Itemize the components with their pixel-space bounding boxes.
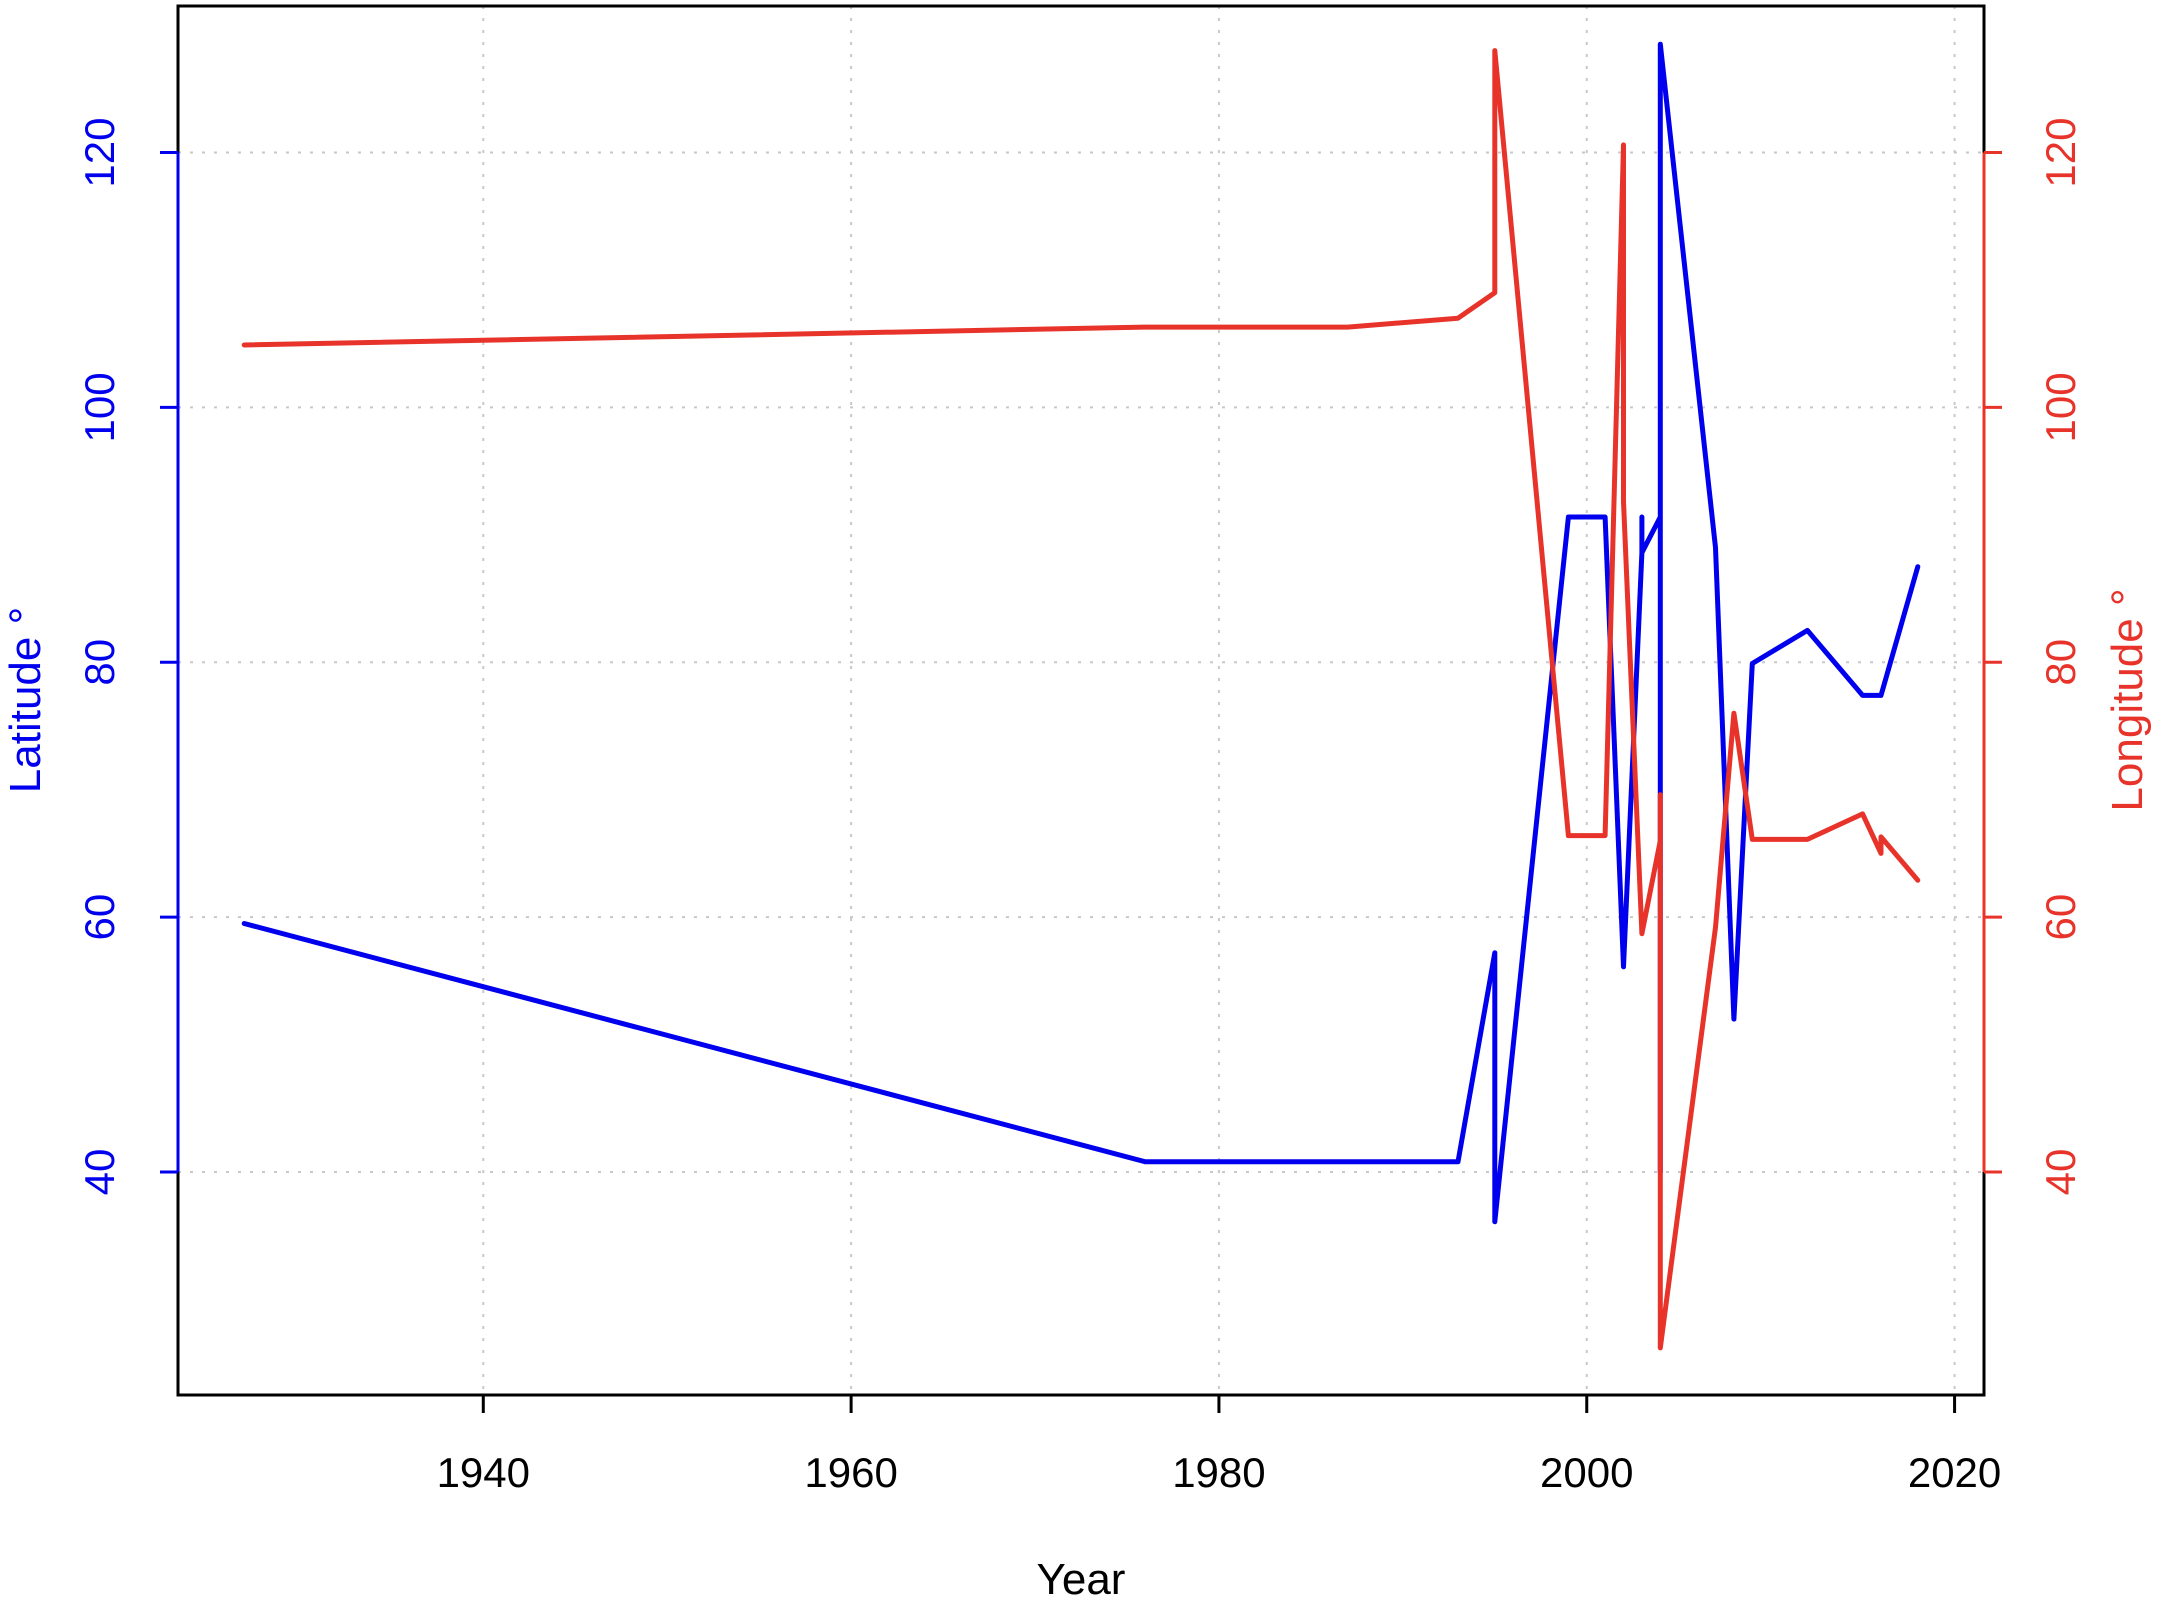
right-tick-label: 120 (2037, 118, 2084, 188)
x-tick-label: 1980 (1172, 1449, 1265, 1496)
latitude-series-line (241, 41, 1921, 1225)
left-tick-label: 80 (76, 639, 123, 686)
grid (178, 6, 1984, 1395)
right-tick-label: 80 (2037, 639, 2084, 686)
x-tick-label: 2000 (1540, 1449, 1633, 1496)
series-layer (241, 41, 1921, 1351)
x-tick-label: 2020 (1908, 1449, 2001, 1496)
right-tick-label: 100 (2037, 372, 2084, 442)
left-tick-label: 40 (76, 1149, 123, 1196)
left-tick-label: 120 (76, 118, 123, 188)
left-tick-label: 100 (76, 372, 123, 442)
left-y-axis: 40 60 80 100 120 (76, 118, 180, 1196)
left-tick-label: 60 (76, 894, 123, 941)
x-tick-label: 1940 (437, 1449, 530, 1496)
x-tick-label: 1960 (804, 1449, 897, 1496)
x-axis: 1940 1960 1980 2000 2020 (437, 1395, 2001, 1496)
right-tick-label: 40 (2037, 1149, 2084, 1196)
longitude-series-line (241, 48, 1921, 1351)
left-y-axis-title: Latitude ° (1, 607, 50, 793)
x-axis-title: Year (1037, 1555, 1126, 1602)
right-y-axis: 40 60 80 100 120 (1982, 118, 2084, 1196)
right-tick-label: 60 (2037, 894, 2084, 941)
right-y-axis-title: Longitude ° (2103, 588, 2152, 811)
